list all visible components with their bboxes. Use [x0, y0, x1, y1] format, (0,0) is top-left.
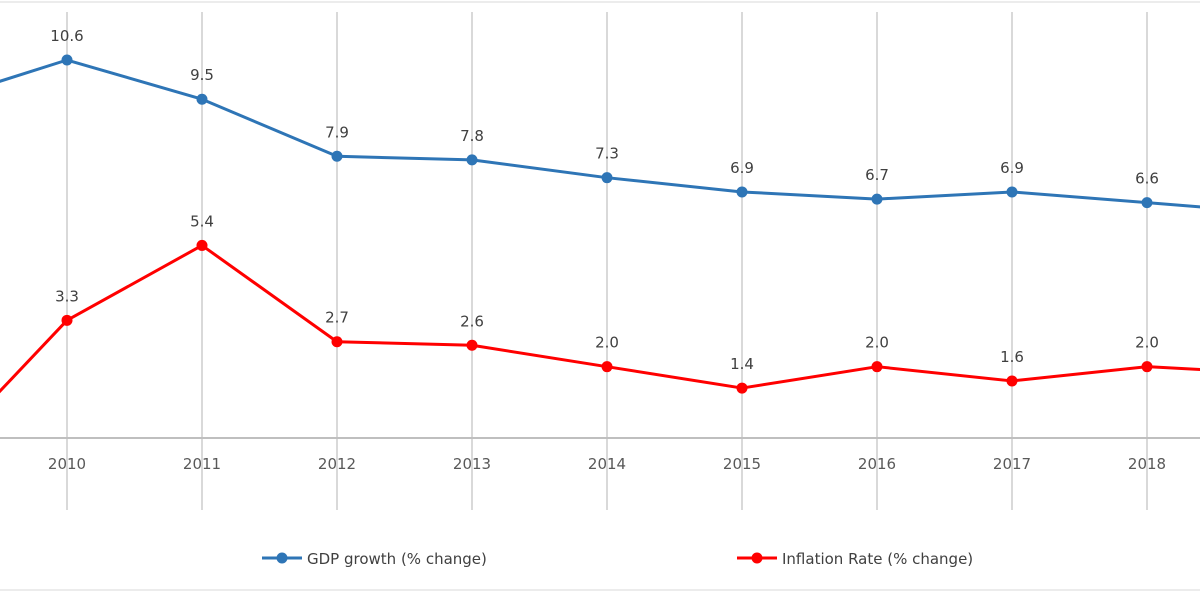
data-label: 6.9 — [730, 159, 754, 177]
data-point — [196, 239, 208, 251]
legend-marker — [751, 552, 763, 564]
legend-label: Inflation Rate (% change) — [782, 550, 973, 568]
data-label: 2.0 — [865, 334, 889, 352]
data-point — [736, 186, 748, 198]
data-label: 10.6 — [50, 27, 83, 45]
data-label: 1.6 — [1000, 348, 1024, 366]
data-point — [1006, 375, 1018, 387]
data-label: 7.8 — [460, 127, 484, 145]
data-point — [466, 154, 478, 166]
data-label: 7.9 — [325, 123, 349, 141]
data-point — [736, 382, 748, 394]
x-tick-label: 2012 — [318, 455, 356, 473]
data-point — [601, 361, 613, 373]
x-tick-label: 2013 — [453, 455, 491, 473]
x-tick-label: 2016 — [858, 455, 896, 473]
data-point — [466, 339, 478, 351]
data-label: 2.0 — [1135, 334, 1159, 352]
data-label: 9.5 — [190, 66, 214, 84]
x-tick-label: 2015 — [723, 455, 761, 473]
data-point — [331, 336, 343, 348]
data-label: 7.3 — [595, 145, 619, 163]
x-tick-label: 2018 — [1128, 455, 1166, 473]
x-tick-label: 2010 — [48, 455, 86, 473]
data-label: 6.9 — [1000, 159, 1024, 177]
data-label: 1.4 — [730, 355, 754, 373]
data-label: 6.6 — [1135, 170, 1159, 188]
data-label: 2.7 — [325, 309, 349, 327]
series-line — [0, 58, 1200, 209]
data-point — [871, 361, 883, 373]
data-label: 2.0 — [595, 334, 619, 352]
x-tick-label: 2011 — [183, 455, 221, 473]
x-tick-label: 2017 — [993, 455, 1031, 473]
data-point — [1141, 361, 1153, 373]
data-point — [61, 314, 73, 326]
legend-marker — [276, 552, 288, 564]
data-point — [331, 150, 343, 162]
data-point — [61, 54, 73, 66]
data-point — [196, 93, 208, 105]
data-point — [871, 193, 883, 205]
legend-label: GDP growth (% change) — [307, 550, 487, 568]
data-label: 3.3 — [55, 287, 79, 305]
x-tick-label: 2014 — [588, 455, 626, 473]
data-point — [1006, 186, 1018, 198]
data-label: 2.6 — [460, 312, 484, 330]
data-label: 5.4 — [190, 212, 214, 230]
data-label: 6.7 — [865, 166, 889, 184]
data-point — [601, 172, 613, 184]
data-point — [1141, 197, 1153, 209]
